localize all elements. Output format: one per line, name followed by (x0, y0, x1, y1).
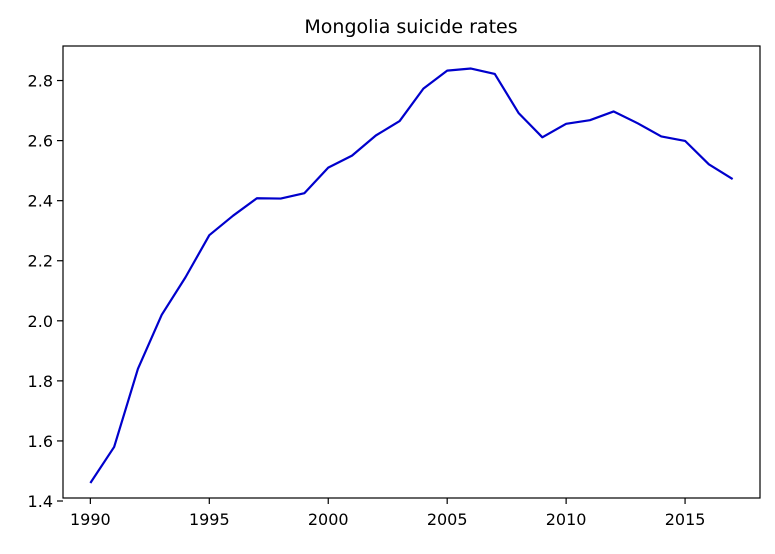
y-tick-label: 2.4 (28, 192, 53, 211)
x-tick-label: 2005 (427, 510, 468, 529)
x-tick-label: 2015 (665, 510, 706, 529)
x-tick-label: 1995 (189, 510, 230, 529)
series-layer (89, 67, 734, 484)
axes-layer: 1990 1995 2000 2005 2010 2015 1.4 1.6 1.8 2.0 2.2 2… (28, 45, 761, 529)
y-tick-label: 2.8 (28, 72, 53, 91)
x-tick-label: 2000 (308, 510, 349, 529)
y-tick-label: 1.8 (28, 372, 53, 391)
y-tick-label: 2.0 (28, 312, 53, 331)
series-line-0 (89, 67, 734, 484)
y-tick-label: 2.2 (28, 252, 53, 271)
y-tick-label: 1.4 (28, 492, 53, 511)
y-tick-label: 1.6 (28, 432, 53, 451)
x-tick-label: 2010 (546, 510, 587, 529)
axes-frame (62, 45, 761, 499)
y-tick-label: 2.6 (28, 132, 53, 151)
x-tick-label: 1990 (70, 510, 111, 529)
chart-title: Mongolia suicide rates (304, 16, 517, 38)
